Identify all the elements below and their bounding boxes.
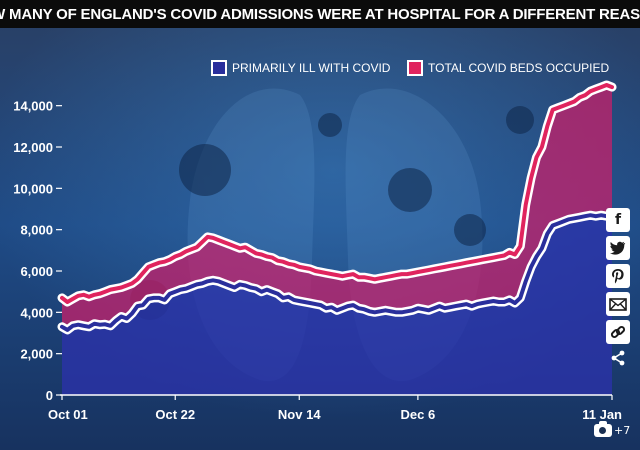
share-icon[interactable] [606,348,630,368]
legend-item-primarily-ill: PRIMARILY ILL WITH COVID [211,60,390,76]
camera-icon [594,421,612,437]
email-icon[interactable] [606,292,630,316]
x-tick-label: Oct 22 [155,407,195,422]
legend-swatch-blue [211,60,227,76]
x-tick-label: Dec 6 [401,407,436,422]
x-tick-label: Nov 14 [278,407,321,422]
twitter-icon[interactable] [606,236,630,260]
line-primarily-ill [60,213,614,332]
y-tick-label: 12,000 [13,140,53,155]
photo-count: +7 [614,424,631,437]
facebook-icon[interactable]: f [606,208,630,232]
series-lines [57,80,617,335]
y-tick-label: 0 [46,388,53,403]
y-tick-label: 4,000 [20,305,53,320]
legend-label-primarily-ill: PRIMARILY ILL WITH COVID [232,61,391,75]
pinterest-icon[interactable] [606,264,630,288]
series-areas [62,85,612,395]
area-total-covid-beds [62,85,612,330]
legend-swatch-red [407,60,423,76]
area-primarily-ill [62,215,612,395]
share-toolbar: f [606,208,630,368]
y-tick-label: 2,000 [20,347,53,362]
link-icon[interactable] [606,320,630,344]
photo-gallery-button[interactable]: +7 [594,421,631,437]
y-tick-label: 6,000 [20,264,53,279]
title-bar [0,0,640,28]
y-tick-label: 10,000 [13,181,53,196]
y-tick-label: 8,000 [20,223,53,238]
x-tick-label: 11 Jan [582,407,622,422]
chart-title: HOW MANY OF ENGLAND'S COVID ADMISSIONS W… [0,5,640,23]
legend-item-total-beds: TOTAL COVID BEDS OCCUPIED [407,60,609,76]
x-tick-label: Oct 01 [48,407,88,422]
line-total-beds [60,83,614,304]
legend-label-total-beds: TOTAL COVID BEDS OCCUPIED [428,61,610,75]
y-tick-label: 14,000 [13,99,53,114]
x-axis: Oct 01 Oct 22 Nov 14 Dec 6 11 Jan [48,395,622,422]
y-axis: 0 2,000 4,000 6,000 8,000 10,000 12,000 14,000 [13,99,612,403]
